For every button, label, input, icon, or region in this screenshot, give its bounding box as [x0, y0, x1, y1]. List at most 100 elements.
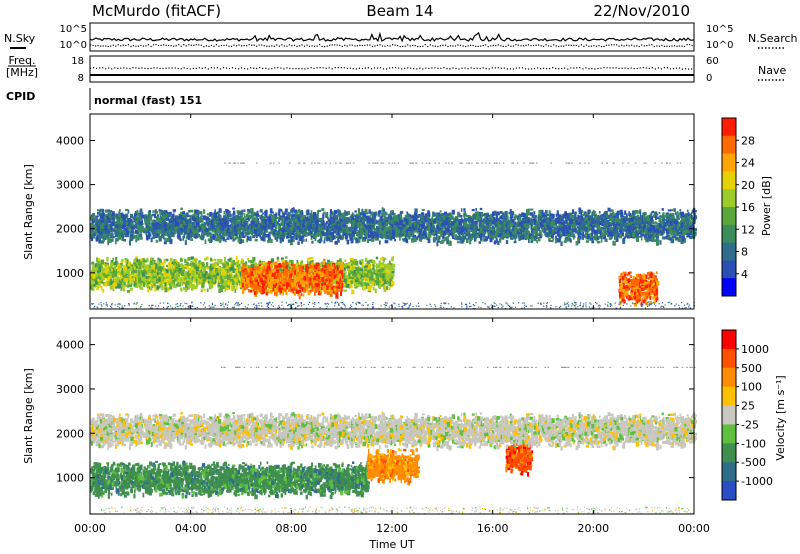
nave-point — [186, 67, 188, 70]
freq-tick-high-right: 60 — [706, 56, 719, 67]
heatmap-cell — [312, 263, 315, 267]
heatmap-cell — [168, 276, 171, 281]
heatmap-cell — [287, 277, 291, 282]
heatmap-cell — [365, 271, 368, 274]
heatmap-cell — [267, 267, 271, 270]
noise-search-point — [92, 44, 94, 46]
heatmap-cell — [221, 281, 224, 285]
heatmap-cell — [224, 274, 227, 278]
heatmap-cell — [305, 266, 308, 271]
heatmap-cell — [341, 269, 345, 273]
heatmap-cell — [320, 273, 324, 278]
heatmap-cell — [93, 284, 96, 287]
heatmap-cell — [193, 270, 196, 276]
heatmap-cell — [255, 279, 258, 283]
noise-search-point — [538, 44, 540, 46]
heatmap-cell — [372, 264, 375, 269]
heatmap-cell — [120, 260, 124, 265]
noise-search-point — [512, 45, 514, 47]
noise-search-point — [376, 44, 379, 46]
nave-point — [645, 67, 647, 69]
noise-search-point — [671, 45, 673, 47]
nave-point — [195, 67, 197, 69]
heatmap-cell — [109, 268, 111, 272]
heatmap-cell — [327, 259, 330, 263]
heatmap-cell — [181, 281, 184, 286]
nave-point — [540, 68, 542, 70]
heatmap-cell — [335, 288, 339, 293]
noise-search-point — [492, 44, 494, 47]
heatmap-cell — [334, 240, 338, 245]
heatmap-cell — [153, 260, 156, 263]
heatmap-cell — [217, 283, 221, 288]
noise-search-point — [553, 44, 555, 46]
heatmap-cell — [285, 264, 288, 269]
heatmap-cell — [259, 276, 263, 281]
heatmap-cell — [330, 284, 333, 288]
noise-search-point — [127, 44, 129, 46]
heatmap-cell — [315, 276, 318, 281]
heatmap-cell — [135, 262, 140, 268]
nave-point — [361, 68, 363, 70]
heatmap-cell — [273, 269, 276, 273]
heatmap-cell — [315, 273, 319, 277]
heatmap-cell — [355, 266, 359, 272]
heatmap-cell — [574, 211, 577, 214]
heatmap-cell — [95, 262, 99, 268]
nave-point — [183, 67, 185, 69]
heatmap-cell — [151, 269, 155, 272]
heatmap-cell — [240, 258, 244, 263]
heatmap-cell — [160, 275, 163, 278]
heatmap-cell — [359, 272, 362, 276]
heatmap-cell — [201, 262, 205, 267]
heatmap-cell — [345, 284, 348, 288]
noise-search-point — [339, 44, 341, 46]
nave-point — [636, 67, 638, 70]
heatmap-cell — [166, 275, 170, 280]
nave-point — [331, 68, 333, 70]
noise-search-point — [454, 45, 457, 47]
heatmap-cell — [351, 277, 355, 280]
nave-point — [219, 68, 222, 70]
heatmap-cell — [269, 270, 272, 276]
heatmap-cell — [669, 237, 672, 241]
heatmap-cell — [124, 258, 128, 261]
heatmap-cell — [112, 257, 114, 261]
nsky-label: N.Sky — [4, 32, 36, 45]
nave-point — [295, 68, 297, 70]
heatmap-cell — [228, 283, 231, 286]
heatmap-cell — [249, 283, 252, 287]
noise-search-point — [326, 45, 328, 47]
heatmap-cell — [298, 271, 301, 277]
heatmap-cell — [243, 287, 246, 291]
heatmap-cell — [388, 264, 392, 270]
heatmap-cell — [387, 263, 390, 266]
heatmap-cell — [209, 263, 212, 267]
heatmap-cell — [284, 256, 288, 259]
heatmap-cell — [231, 265, 235, 269]
heatmap-cell — [139, 266, 142, 269]
heatmap-cell — [662, 236, 666, 240]
noise-search-point — [414, 45, 416, 47]
heatmap-cell — [180, 277, 183, 283]
nave-point — [292, 68, 294, 70]
heatmap-cell — [326, 291, 330, 295]
heatmap-cell — [190, 238, 194, 241]
noise-search-point — [115, 45, 117, 47]
heatmap-cell — [468, 224, 472, 228]
heatmap-cell — [246, 277, 250, 282]
heatmap-cell — [305, 264, 309, 268]
heatmap-cell — [211, 259, 214, 262]
heatmap-cell — [120, 277, 124, 283]
heatmap-cell — [351, 268, 354, 272]
heatmap-cell — [302, 265, 304, 271]
noise-search-point — [233, 44, 235, 46]
noise-search-point — [223, 44, 225, 47]
heatmap-cell — [339, 260, 343, 264]
noise-search-point — [341, 45, 343, 47]
heatmap-cell — [280, 257, 284, 260]
heatmap-cell — [281, 273, 283, 278]
heatmap-cell — [287, 269, 291, 272]
heatmap-cell — [343, 273, 346, 278]
heatmap-cell — [329, 279, 331, 283]
